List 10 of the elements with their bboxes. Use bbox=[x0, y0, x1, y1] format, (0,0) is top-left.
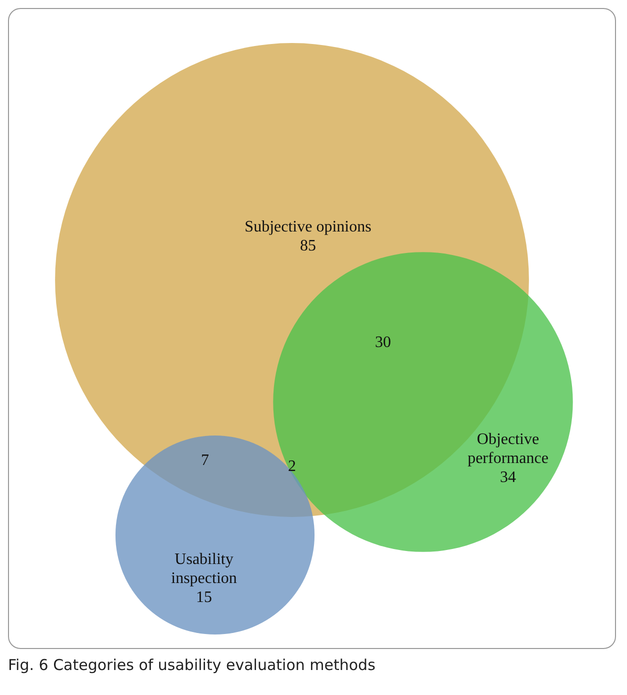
category-label: Usability inspection bbox=[171, 551, 237, 587]
text: 7 bbox=[201, 452, 209, 469]
text: Fig. 6 Categories of usability evaluation methods bbox=[8, 656, 376, 674]
data-label: 34 bbox=[500, 469, 516, 486]
category-label: Subjective opinions bbox=[244, 218, 372, 236]
data-label: 15 bbox=[196, 589, 212, 606]
data-label: 85 bbox=[300, 238, 316, 254]
text: 30 bbox=[375, 334, 391, 351]
text: 2 bbox=[288, 458, 296, 475]
category-label: Objective performance bbox=[468, 431, 548, 467]
